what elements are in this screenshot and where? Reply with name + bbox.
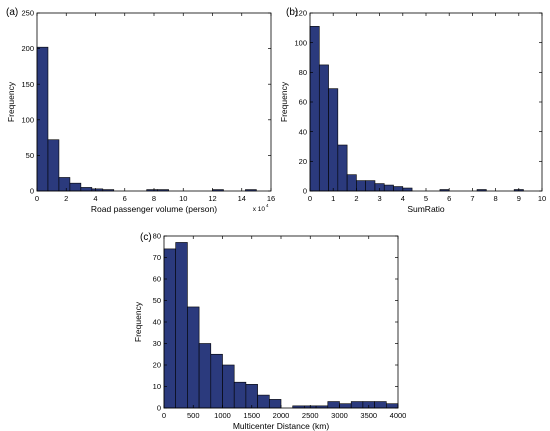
x-tick-label: 6: [123, 194, 127, 203]
histogram-bar: [245, 384, 258, 409]
histogram-bar: [198, 343, 212, 409]
histogram-bar: [339, 403, 352, 409]
histogram-bar: [187, 306, 200, 409]
x-tick-label: 16: [267, 194, 275, 203]
x-axis-label: Road passenger volume (person): [91, 204, 217, 214]
x-axis-multiplier: x 10: [253, 206, 266, 213]
y-tick-label: 250: [21, 9, 34, 18]
y-tick-label: 0: [157, 404, 161, 413]
y-axis-label: Frequency: [133, 301, 143, 342]
histogram-bar: [257, 394, 270, 409]
y-tick-label: 200: [21, 44, 34, 53]
y-tick-label: 50: [153, 296, 161, 305]
x-tick-label: 10: [179, 194, 187, 203]
y-tick-label: 20: [153, 361, 161, 370]
x-tick-label: 2: [64, 194, 68, 203]
x-tick-label: 1500: [243, 411, 260, 420]
y-tick-label: 40: [153, 318, 161, 327]
histogram-bar: [36, 46, 49, 192]
histogram-bar: [402, 187, 413, 192]
y-tick-label: 100: [21, 115, 34, 124]
y-tick-label: 40: [299, 127, 307, 136]
histogram-bar: [47, 139, 60, 192]
x-tick-label: 0: [35, 194, 39, 203]
x-tick-label: 2: [354, 194, 358, 203]
x-tick-label: 12: [208, 194, 216, 203]
x-tick-label: 10: [538, 194, 546, 203]
histogram-bar: [365, 180, 376, 192]
histogram-bar: [385, 403, 399, 409]
x-tick-label: 8: [152, 194, 156, 203]
histogram-bar: [309, 26, 320, 192]
x-tick-label: 2500: [302, 411, 319, 420]
x-tick-label: 2000: [273, 411, 290, 420]
y-tick-label: 0: [30, 187, 34, 196]
x-tick-label: 5: [424, 194, 428, 203]
y-axis-label: Frequency: [279, 81, 289, 122]
plot-area: [37, 13, 271, 191]
x-tick-label: 0: [308, 194, 312, 203]
x-tick-label: 0: [162, 411, 166, 420]
x-axis-multiplier-exponent: 4: [266, 203, 269, 208]
histogram-bar: [69, 182, 82, 192]
x-tick-label: 4: [401, 194, 405, 203]
x-tick-label: 4000: [390, 411, 407, 420]
panel-label: (a): [6, 7, 18, 18]
histogram-bar: [58, 177, 71, 192]
histogram-bar: [393, 186, 404, 192]
histogram-bar: [350, 401, 364, 409]
panel-label: (c): [140, 232, 152, 243]
x-tick-label: 3: [378, 194, 382, 203]
histogram-bar: [163, 248, 176, 409]
y-tick-label: 60: [153, 275, 161, 284]
histogram-bar: [337, 144, 348, 192]
panel-a-histogram: 0 2 4 6 8 10 12 14 16 0 50 100 150 200 250 Road passeng…: [6, 7, 275, 214]
histogram-bar: [383, 184, 394, 192]
y-tick-label: 120: [294, 9, 307, 18]
histogram-bar: [268, 399, 282, 409]
y-tick-label: 10: [153, 382, 161, 391]
histogram-bar: [222, 364, 235, 409]
y-axis-label: Frequency: [6, 81, 16, 122]
panel-c-histogram: 0 500 1000 1500 2000 2500 3000 3500 4000 0 10 20 30 4…: [133, 232, 406, 431]
x-axis-label: Multicenter Distance (km): [233, 421, 330, 431]
y-tick-label: 50: [26, 151, 34, 160]
x-tick-label: 1000: [214, 411, 231, 420]
histogram-bar: [327, 401, 340, 409]
y-tick-label: 60: [299, 98, 307, 107]
plot-area: [310, 13, 542, 191]
x-tick-label: 6: [447, 194, 451, 203]
y-tick-label: 0: [303, 187, 307, 196]
y-tick-label: 70: [153, 253, 161, 262]
histogram-bar: [175, 242, 188, 409]
x-tick-label: 3000: [331, 411, 348, 420]
panel-label: (b): [286, 7, 298, 18]
x-tick-label: 3500: [360, 411, 377, 420]
histogram-bar: [346, 174, 357, 192]
x-tick-label: 8: [494, 194, 498, 203]
x-tick-label: 9: [517, 194, 521, 203]
x-tick-label: 7: [470, 194, 474, 203]
x-tick-label: 500: [187, 411, 200, 420]
y-tick-label: 100: [294, 38, 307, 47]
x-tick-label: 1: [331, 194, 335, 203]
histogram-bar: [210, 353, 223, 409]
histogram-bar: [374, 401, 387, 409]
histogram-bar: [80, 187, 93, 192]
histogram-bar: [318, 64, 329, 192]
y-tick-label: 20: [299, 157, 307, 166]
x-tick-label: 14: [238, 194, 246, 203]
y-tick-label: 80: [153, 232, 161, 241]
histogram-bar: [328, 88, 339, 192]
panel-b-histogram: 0 1 2 3 4 5 6 7 8 9 10020406080100120SumRatioFrequ…: [279, 7, 546, 214]
x-axis-label: SumRatio: [407, 204, 445, 214]
y-tick-label: 80: [299, 68, 307, 77]
histogram-bar: [233, 381, 247, 409]
y-tick-label: 30: [153, 339, 161, 348]
y-tick-label: 150: [21, 80, 34, 89]
histogram-bar: [356, 180, 366, 192]
x-tick-label: 4: [93, 194, 97, 203]
